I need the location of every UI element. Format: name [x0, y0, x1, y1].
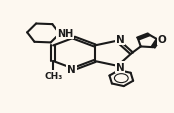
Text: N: N	[116, 62, 124, 72]
Text: NH: NH	[57, 29, 73, 38]
Text: O: O	[157, 35, 166, 45]
Text: CH₃: CH₃	[44, 71, 62, 80]
Text: N: N	[67, 64, 76, 74]
Text: N: N	[116, 35, 124, 45]
